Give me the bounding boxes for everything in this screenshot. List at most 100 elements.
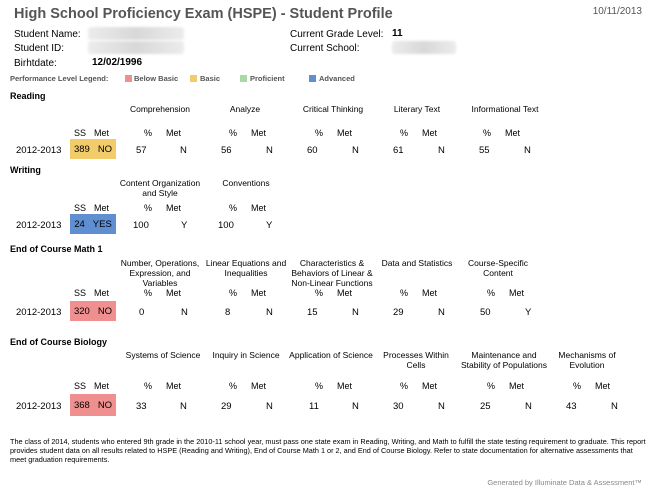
met-column-label: Met xyxy=(337,128,353,138)
met-column-label: Met xyxy=(251,203,267,213)
strand-met: N xyxy=(352,307,359,318)
percent-column-label: % xyxy=(315,288,324,298)
current-school-label: Current School: xyxy=(290,43,360,54)
strand-header: Literary Text xyxy=(393,104,441,114)
strand-header: Systems of Science xyxy=(125,350,201,360)
report-date: 10/11/2013 xyxy=(592,6,642,17)
strand-met: Y xyxy=(525,307,532,318)
met-column-label: Met xyxy=(337,288,353,298)
strand-header: Inquiry in Science xyxy=(212,350,280,360)
percent-column-label: % xyxy=(573,381,582,391)
percent-column-label: % xyxy=(144,203,153,213)
strand-met: N xyxy=(611,401,618,412)
strand-header: Critical Thinking xyxy=(302,104,364,114)
legend-label-proficient: Proficient xyxy=(250,74,285,83)
met-column-label: Met xyxy=(251,128,267,138)
met-column-label: Met xyxy=(94,381,110,391)
strand-met: Y xyxy=(181,220,188,231)
school-year: 2012-2013 xyxy=(16,145,62,156)
generated-by-footer: Generated by Illuminate Data & Assessmen… xyxy=(487,478,642,487)
school-year: 2012-2013 xyxy=(16,220,62,231)
strand-met: N xyxy=(438,307,445,318)
strand-percent: 100 xyxy=(218,220,234,231)
strand-header: Processes Within Cells xyxy=(383,350,449,370)
strand-percent: 29 xyxy=(221,401,232,412)
section-title-biology: End of Course Biology xyxy=(10,337,108,347)
strand-percent: 25 xyxy=(480,401,491,412)
met-status: YES xyxy=(92,218,112,230)
strand-met: N xyxy=(180,145,187,156)
met-status: NO xyxy=(97,399,113,411)
percent-column-label: % xyxy=(144,381,153,391)
strand-header: Analyze xyxy=(229,104,261,114)
met-column-label: Met xyxy=(251,288,267,298)
met-column-label: Met xyxy=(422,288,438,298)
ss-column-label: SS xyxy=(74,381,87,391)
met-column-label: Met xyxy=(505,128,521,138)
percent-column-label: % xyxy=(487,381,496,391)
scale-score: 24 xyxy=(74,218,85,230)
student-id-redacted xyxy=(88,41,184,54)
strand-percent: 30 xyxy=(393,401,404,412)
percent-column-label: % xyxy=(229,381,238,391)
strand-percent: 29 xyxy=(393,307,404,318)
ss-column-label: SS xyxy=(74,288,87,298)
strand-met: Y xyxy=(266,220,273,231)
legend-label-below-basic: Below Basic xyxy=(134,74,179,83)
met-column-label: Met xyxy=(422,381,438,391)
percent-column-label: % xyxy=(400,288,409,298)
strand-header: Mechanisms of Evolution xyxy=(558,350,616,370)
strand-met: N xyxy=(438,401,445,412)
legend-title: Performance Level Legend: xyxy=(10,74,109,83)
legend-swatch-advanced xyxy=(309,75,316,82)
strand-percent: 56 xyxy=(221,145,232,156)
strand-header: Data and Statistics xyxy=(381,258,453,268)
met-column-label: Met xyxy=(595,381,611,391)
grade-level-value: 11 xyxy=(392,28,403,39)
student-id-label: Student ID: xyxy=(14,43,65,54)
strand-met: N xyxy=(266,401,273,412)
met-column-label: Met xyxy=(509,288,525,298)
met-column-label: Met xyxy=(422,128,438,138)
percent-column-label: % xyxy=(400,128,409,138)
strand-met: N xyxy=(266,307,273,318)
strand-percent: 33 xyxy=(136,401,147,412)
percent-column-label: % xyxy=(229,203,238,213)
strand-header: Characteristics & Behaviors of Linear & … xyxy=(291,258,373,288)
strand-met: N xyxy=(352,401,359,412)
legend-swatch-basic xyxy=(190,75,197,82)
strand-percent: 55 xyxy=(479,145,490,156)
percent-column-label: % xyxy=(144,288,153,298)
birthdate-label: Birhtdate: xyxy=(14,58,57,69)
strand-met: N xyxy=(180,401,187,412)
met-column-label: Met xyxy=(166,128,182,138)
strand-percent: 61 xyxy=(393,145,404,156)
grade-level-label: Current Grade Level: xyxy=(290,29,384,40)
reading-score-box: 389 NO xyxy=(70,139,116,159)
strand-header: Course-Specific Content xyxy=(468,258,528,278)
strand-met: N xyxy=(525,401,532,412)
strand-header: Comprehension xyxy=(129,104,190,114)
section-title-math: End of Course Math 1 xyxy=(10,244,103,254)
biology-score-box: 368 NO xyxy=(70,394,116,416)
strand-met: N xyxy=(181,307,188,318)
percent-column-label: % xyxy=(487,288,496,298)
writing-score-box: 24 YES xyxy=(70,214,116,234)
ss-column-label: SS xyxy=(74,128,87,138)
student-name-label: Student Name: xyxy=(14,29,81,40)
met-column-label: Met xyxy=(166,288,182,298)
strand-header: Number, Operations, Expression, and Vari… xyxy=(120,258,200,288)
legend-swatch-below-basic xyxy=(125,75,132,82)
strand-header: Informational Text xyxy=(471,104,539,114)
met-column-label: Met xyxy=(94,203,110,213)
met-column-label: Met xyxy=(166,203,182,213)
met-column-label: Met xyxy=(337,381,353,391)
scale-score: 368 xyxy=(73,399,90,411)
scale-score: 389 xyxy=(73,143,90,155)
met-column-label: Met xyxy=(251,381,267,391)
legend-label-advanced: Advanced xyxy=(319,74,355,83)
percent-column-label: % xyxy=(483,128,492,138)
page-title: High School Proficiency Exam (HSPE) - St… xyxy=(14,6,393,22)
met-status: NO xyxy=(97,143,113,155)
ss-column-label: SS xyxy=(74,203,87,213)
